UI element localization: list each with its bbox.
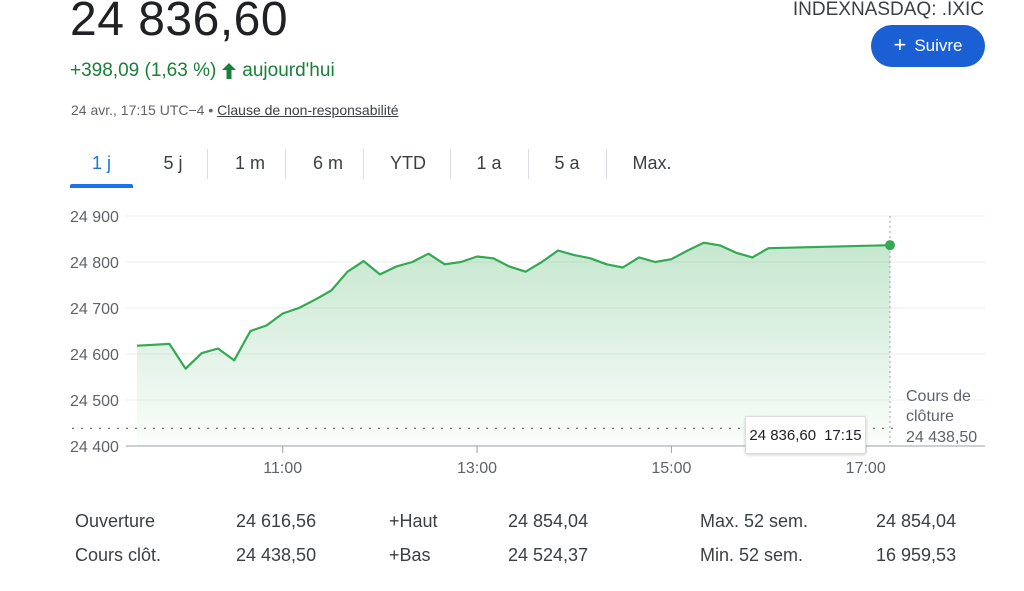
tab-5d[interactable]: 5 j bbox=[163, 153, 183, 173]
y-tick-label: 24 400 bbox=[70, 439, 119, 456]
y-tick-label: 24 500 bbox=[70, 393, 119, 410]
x-tick-label: 11:00 bbox=[263, 460, 302, 477]
stat-value: 24 616,56 bbox=[236, 511, 317, 531]
timestamp-line: 24 avr., 17:15 UTC−4 • Clause de non-res… bbox=[71, 102, 399, 118]
y-tick-label: 24 900 bbox=[70, 209, 119, 226]
tab-ytd[interactable]: YTD bbox=[390, 153, 426, 173]
stat-label: +Bas bbox=[389, 545, 431, 565]
tab-max[interactable]: Max. bbox=[632, 153, 672, 173]
stat-value: 24 854,04 bbox=[508, 511, 589, 531]
x-tick-label: 17:00 bbox=[846, 460, 886, 477]
x-tick-label: 13:00 bbox=[457, 460, 497, 477]
prev-close-label-2: clôture bbox=[906, 408, 954, 425]
price-change: +398,09 (1,63 %) aujourd'hui bbox=[70, 60, 335, 82]
change-value: +398,09 (1,63 %) bbox=[70, 60, 217, 81]
stat-label: Max. 52 sem. bbox=[700, 511, 809, 531]
tab-1y[interactable]: 1 a bbox=[476, 153, 502, 173]
timestamp: 24 avr., 17:15 UTC−4 • bbox=[71, 102, 218, 118]
prev-close-value: 24 438,50 bbox=[906, 429, 977, 446]
last-price-dot bbox=[885, 240, 895, 251]
stat-value: 16 959,53 bbox=[876, 545, 957, 565]
plus-icon: + bbox=[893, 32, 907, 57]
tab-1m[interactable]: 1 m bbox=[234, 153, 265, 173]
range-tabs: 1 j 5 j 1 m 6 m YTD 1 a 5 a Max. bbox=[70, 143, 674, 188]
y-tick-label: 24 800 bbox=[70, 255, 119, 272]
price-chart[interactable]: 24 900 24 800 24 700 24 600 24 500 24 400 11:… bbox=[0, 200, 1024, 490]
follow-label: Suivre bbox=[914, 36, 963, 55]
prev-close-label-1: Cours de bbox=[906, 388, 971, 405]
follow-button[interactable]: + Suivre bbox=[871, 25, 985, 67]
price-tooltip: 24 836,60 17:15 bbox=[745, 416, 866, 454]
stat-value: 24 524,37 bbox=[508, 545, 589, 565]
ticker-symbol: INDEXNASDAQ: .IXIC bbox=[792, 0, 984, 20]
tab-divider bbox=[363, 149, 364, 179]
stat-label: Ouverture bbox=[75, 511, 156, 531]
area-fill bbox=[137, 242, 890, 446]
tooltip-time: 17:15 bbox=[824, 426, 862, 444]
tab-divider bbox=[528, 149, 529, 179]
tab-divider bbox=[285, 149, 286, 179]
stat-label: Cours clôt. bbox=[75, 545, 162, 565]
tooltip-value: 24 836,60 bbox=[749, 426, 817, 444]
price-value: 24 836,60 bbox=[70, 0, 289, 46]
tab-1d[interactable]: 1 j bbox=[70, 143, 133, 188]
change-suffix: aujourd'hui bbox=[242, 60, 335, 81]
tab-divider bbox=[207, 149, 208, 179]
disclaimer-link[interactable]: Clause de non-responsabilité bbox=[217, 102, 399, 118]
stat-label: +Haut bbox=[389, 511, 438, 531]
x-tick-label: 15:00 bbox=[651, 460, 691, 477]
y-tick-label: 24 700 bbox=[70, 301, 119, 318]
y-tick-label: 24 600 bbox=[70, 347, 119, 364]
stat-label: Min. 52 sem. bbox=[700, 545, 804, 565]
arrow-up-icon bbox=[222, 63, 237, 79]
tab-5y[interactable]: 5 a bbox=[554, 153, 580, 173]
tab-divider bbox=[606, 149, 607, 179]
price-line bbox=[136, 241, 891, 370]
stat-value: 24 438,50 bbox=[236, 545, 317, 565]
tab-divider bbox=[450, 149, 451, 179]
stat-value: 24 854,04 bbox=[876, 511, 957, 531]
tab-6m[interactable]: 6 m bbox=[312, 153, 343, 173]
